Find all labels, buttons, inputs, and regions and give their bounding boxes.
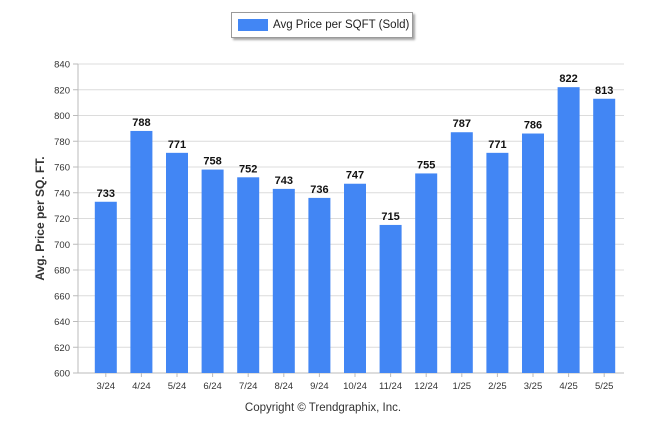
y-tick-label: 660 [54, 291, 70, 302]
y-tick-label: 720 [54, 214, 70, 225]
bar-5/24 [166, 152, 188, 373]
legend: Avg Price per SQFT (Sold) [231, 12, 413, 38]
x-tick-label: 11/24 [379, 381, 402, 392]
legend-label: Avg Price per SQFT (Sold) [273, 19, 410, 31]
y-tick-label: 600 [54, 369, 70, 380]
y-tick-label: 700 [54, 240, 70, 251]
data-label: 743 [275, 175, 293, 187]
x-tick-label: 7/24 [239, 381, 258, 392]
x-tick-label: 4/25 [559, 381, 578, 392]
x-tick-label: 3/25 [524, 381, 543, 392]
y-tick-label: 840 [54, 60, 70, 71]
data-label: 786 [524, 120, 542, 132]
data-label: 787 [453, 118, 471, 130]
x-tick-label: 5/25 [595, 381, 614, 392]
y-tick-label: 680 [54, 266, 70, 277]
data-label: 771 [168, 139, 186, 151]
bar-1/25 [450, 132, 473, 373]
y-axis-title: Avg. Price per SQ. FT. [33, 156, 47, 280]
bar-4/25 [557, 87, 580, 374]
x-tick-label: 4/24 [132, 381, 151, 392]
data-label: 813 [595, 85, 613, 97]
x-tick-label: 1/25 [453, 381, 472, 392]
x-tick-label: 9/24 [310, 381, 329, 392]
bar-7/24 [237, 177, 260, 373]
y-tick-label: 640 [54, 317, 70, 328]
data-label: 715 [381, 211, 399, 223]
bar-3/25 [522, 133, 544, 373]
bar-8/24 [272, 188, 295, 373]
data-label: 771 [488, 139, 506, 151]
bar-6/24 [201, 169, 224, 373]
data-label: 755 [417, 159, 435, 171]
x-tick-label: 12/24 [414, 381, 438, 392]
bar-4/24 [130, 130, 153, 373]
data-label: 788 [132, 117, 150, 129]
data-label: 733 [97, 188, 115, 200]
y-tick-label: 620 [54, 343, 70, 354]
y-tick-label: 780 [54, 137, 70, 148]
y-tick-label: 800 [54, 111, 70, 122]
bar-2/25 [486, 152, 509, 373]
x-tick-label: 5/24 [168, 381, 187, 392]
data-label: 822 [559, 73, 577, 85]
legend-swatch [238, 19, 268, 31]
x-tick-label: 3/24 [97, 381, 116, 392]
data-label: 758 [203, 156, 221, 168]
x-tick-label: 2/25 [488, 381, 507, 392]
y-tick-label: 740 [54, 188, 70, 199]
x-tick-label: 10/24 [343, 381, 367, 392]
bar-12/24 [415, 173, 438, 373]
y-tick-label: 820 [54, 85, 70, 96]
y-tick-label: 760 [54, 163, 70, 174]
bar-9/24 [308, 197, 331, 373]
data-label: 752 [239, 163, 257, 175]
copyright-text: Copyright © Trendgraphix, Inc. [244, 402, 402, 414]
data-label: 736 [310, 184, 328, 196]
bar-3/24 [94, 201, 117, 373]
bar-11/24 [379, 224, 402, 373]
data-label: 747 [346, 170, 364, 182]
bar-5/25 [593, 98, 616, 373]
x-tick-label: 8/24 [275, 381, 294, 392]
bar-10/24 [344, 183, 366, 373]
x-tick-label: 6/24 [203, 381, 222, 392]
